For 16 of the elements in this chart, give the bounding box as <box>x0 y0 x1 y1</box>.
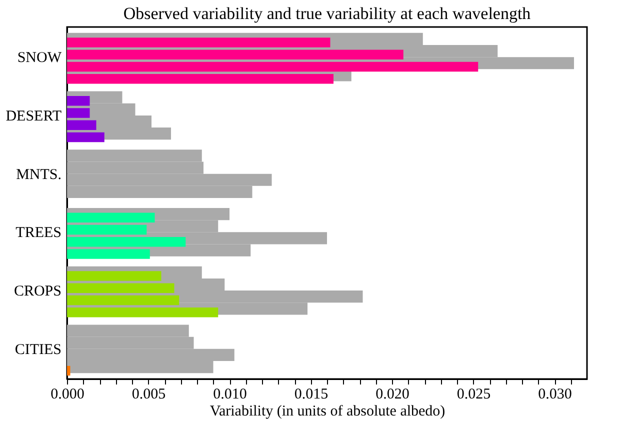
x-tick-label: 0.005 <box>132 386 166 402</box>
x-tick-label: 0.010 <box>213 386 247 402</box>
x-tick-label: 0.030 <box>538 386 572 402</box>
x-tick-label: 0.025 <box>456 386 491 402</box>
y-tick-label: TREES <box>16 225 62 242</box>
x-tick-label: 0.020 <box>376 386 410 402</box>
y-tick-label: CITIES <box>14 342 62 358</box>
bar <box>67 366 70 376</box>
y-tick-label: DESERT <box>6 108 62 124</box>
x-axis-title: Variability (in units of absolute albedo) <box>210 404 446 420</box>
x-tick-label: 0.015 <box>294 386 328 402</box>
x-tick-label: 0.000 <box>50 386 84 402</box>
chart-title: Observed variability and true variability at each wavelength <box>123 4 532 23</box>
y-tick-label: SNOW <box>17 50 62 66</box>
y-tick-label: MNTS. <box>16 166 62 183</box>
y-tick-label: CROPS <box>14 284 62 300</box>
